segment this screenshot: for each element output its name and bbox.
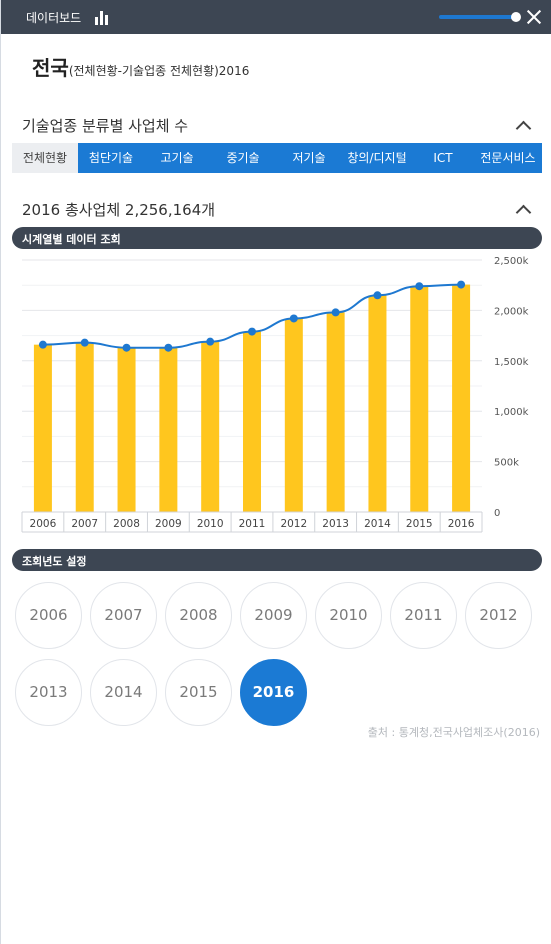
- point-2007: [80, 338, 89, 347]
- bar-chart-icon[interactable]: [95, 11, 110, 25]
- point-2006: [38, 340, 47, 349]
- x-tick-label: 2008: [113, 518, 140, 530]
- year-button-2015[interactable]: 2015: [165, 659, 232, 726]
- source-note: 출처 : 통계청,전국사업체조사(2016): [367, 726, 540, 739]
- x-tick-label: 2016: [448, 518, 475, 530]
- x-tick-label: 2015: [406, 518, 433, 530]
- x-tick-label: 2013: [322, 518, 349, 530]
- y-tick-label: 2,500k: [494, 256, 529, 267]
- bar-2010: [201, 341, 220, 512]
- point-2013: [331, 308, 340, 317]
- x-tick-label: 2007: [71, 518, 98, 530]
- year-button-2010[interactable]: 2010: [315, 582, 382, 649]
- tab-2[interactable]: 고기술: [160, 151, 194, 165]
- page-title: 전국(전체현황-기술업종 전체현황)2016: [32, 52, 249, 81]
- y-tick-label: 2,000k: [494, 306, 529, 317]
- point-2015: [415, 282, 424, 291]
- y-tick-label: 1,000k: [494, 407, 529, 418]
- year-button-2009[interactable]: 2009: [240, 582, 307, 649]
- tab-6[interactable]: ICT: [433, 151, 453, 165]
- top-bar: 데이터보드: [1, 0, 551, 34]
- y-tick-label: 500k: [494, 458, 519, 469]
- page-subtitle: (전체현황-기술업종 전체현황)2016: [68, 64, 250, 78]
- year-button-2013[interactable]: 2013: [15, 659, 82, 726]
- point-2009: [164, 343, 173, 352]
- timeseries-header: 시계열별 데이터 조회: [12, 227, 542, 249]
- x-tick-label: 2011: [239, 518, 266, 530]
- timeseries-header-label: 시계열별 데이터 조회: [22, 233, 121, 246]
- year-button-2006[interactable]: 2006: [15, 582, 82, 649]
- point-2012: [289, 314, 298, 323]
- slider-knob[interactable]: [511, 12, 521, 22]
- bar-2012: [284, 318, 303, 512]
- year-button-2011[interactable]: 2011: [390, 582, 457, 649]
- bar-2009: [159, 347, 178, 512]
- year-button-2008[interactable]: 2008: [165, 582, 232, 649]
- year-button-2007[interactable]: 2007: [90, 582, 157, 649]
- point-2014: [373, 291, 382, 300]
- bar-2007: [75, 342, 94, 512]
- tab-1[interactable]: 첨단기술: [88, 151, 134, 165]
- x-tick-label: 2014: [364, 518, 391, 530]
- bar-2014: [368, 295, 387, 512]
- year-setting-header: 조회년도 설정: [12, 549, 542, 571]
- tab-0[interactable]: 전체현황: [12, 143, 78, 173]
- bar-2006: [33, 344, 52, 512]
- year-selector: 2006 2007 2008 2009 2010 2011 2012 2013 2014 2015…: [15, 582, 545, 732]
- chevron-up-icon[interactable]: [516, 202, 530, 216]
- x-tick-label: 2009: [155, 518, 182, 530]
- y-tick-label: 0: [494, 508, 500, 519]
- region-name: 전국: [32, 56, 69, 80]
- section-title-categories: 기술업종 분류별 사업체 수: [22, 117, 189, 135]
- timeseries-chart: 2,500k 2,000k 1,500k 1,000k 500k 0 2006 2007 200…: [21, 256, 529, 533]
- bar-2016: [452, 284, 471, 512]
- year-button-2014[interactable]: 2014: [90, 659, 157, 726]
- close-icon[interactable]: [526, 9, 542, 25]
- year-setting-header-label: 조회년도 설정: [22, 555, 87, 568]
- bar-2015: [410, 286, 429, 512]
- bar-2013: [326, 312, 345, 512]
- y-tick-label: 1,500k: [494, 357, 529, 368]
- year-button-2016[interactable]: 2016: [240, 659, 307, 726]
- tab-7[interactable]: 전문서비스: [480, 151, 536, 165]
- x-tick-label: 2012: [280, 518, 307, 530]
- bar-2008: [117, 347, 136, 512]
- slider-track: [439, 15, 515, 19]
- tab-5[interactable]: 창의/디지털: [347, 151, 407, 165]
- bar-2011: [243, 331, 261, 512]
- point-2016: [457, 280, 466, 289]
- chevron-up-icon[interactable]: [516, 118, 530, 132]
- year-button-2012[interactable]: 2012: [465, 582, 532, 649]
- app-title: 데이터보드: [26, 11, 82, 25]
- point-2008: [122, 343, 131, 352]
- category-tabs: 전체현황 첨단기술 고기술 중기술 저기술 창의/디지털 ICT 전문서비스: [12, 143, 542, 173]
- x-tick-label: 2010: [197, 518, 224, 530]
- point-2011: [248, 327, 256, 336]
- zoom-slider[interactable]: [439, 12, 521, 22]
- tab-3[interactable]: 중기술: [226, 151, 260, 165]
- tab-4[interactable]: 저기술: [292, 151, 326, 165]
- point-2010: [206, 337, 215, 346]
- x-tick-label: 2006: [30, 518, 57, 530]
- section-title-total: 2016 총사업체 2,256,164개: [22, 201, 216, 219]
